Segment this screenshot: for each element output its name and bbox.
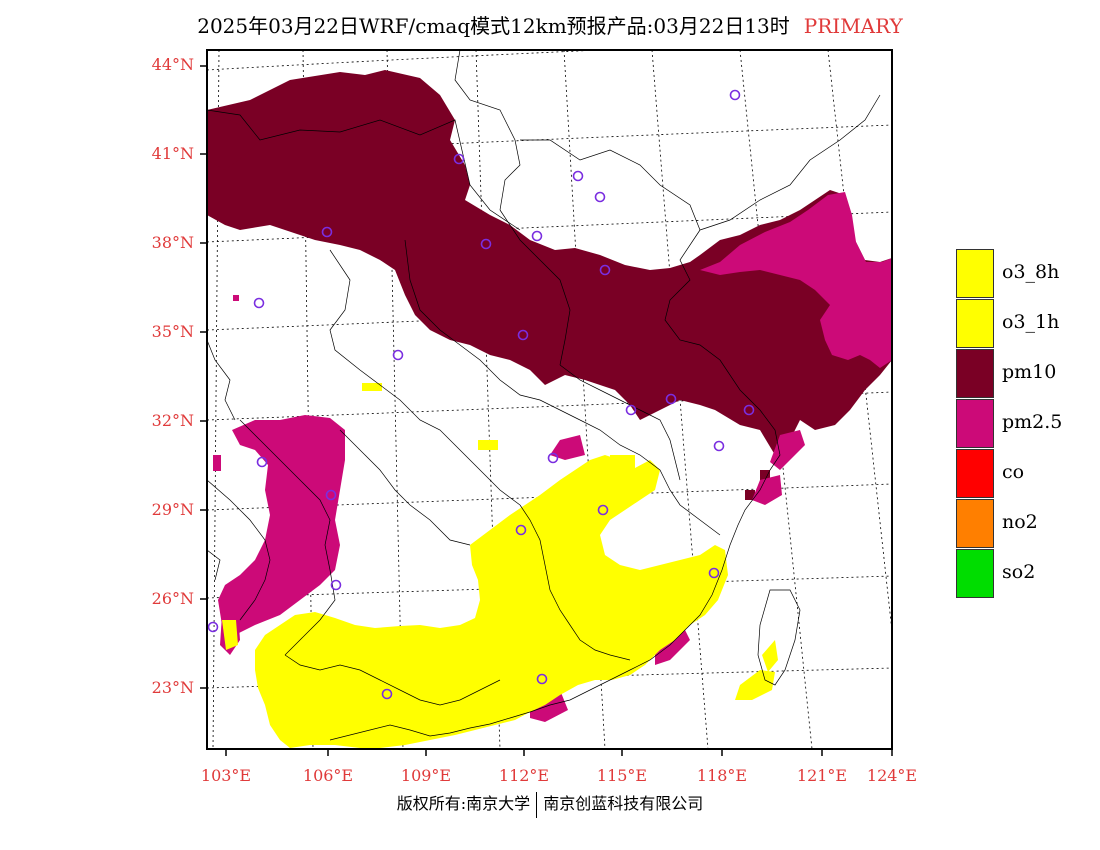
map-title: 2025年03月22日WRF/cmaq模式12km预报产品:03月22日13时 P… [0,10,1100,39]
lat-label-38: 38°N [151,233,194,252]
legend-item-co: co [956,449,1096,499]
legend-label-so2: so2 [1002,561,1036,583]
legend-label-o3-8h: o3_8h [1002,261,1060,283]
lon-label-118: 118°E [696,766,748,785]
copyright-left: 版权所有:南京大学 [396,794,531,813]
legend-swatch-o3-1h [956,299,994,348]
legend-item-o3-1h: o3_1h [956,299,1096,349]
copyright-notice: 版权所有:南京大学 南京创蓝科技有限公司 [0,790,1100,818]
legend-item-o3-8h: o3_8h [956,249,1096,299]
lon-label-103: 103°E [200,766,252,785]
lat-label-41: 41°N [151,144,194,163]
legend-swatch-pm2-5 [956,399,994,448]
lon-label-112: 112°E [498,766,550,785]
title-primary-tag: PRIMARY [803,14,903,38]
lon-label-109: 109°E [400,766,452,785]
legend-item-so2: so2 [956,549,1096,599]
lat-label-26: 26°N [151,589,194,608]
legend-swatch-no2 [956,499,994,548]
legend-label-pm10: pm10 [1002,361,1057,383]
lat-label-32: 32°N [151,411,194,430]
title-main: 2025年03月22日WRF/cmaq模式12km预报产品:03月22日13时 [197,14,790,38]
legend-label-pm2-5: pm2.5 [1002,411,1063,433]
legend-swatch-o3-8h [956,249,994,298]
legend-swatch-pm10 [956,349,994,398]
lon-label-124: 124°E [866,766,918,785]
lon-label-106: 106°E [302,766,354,785]
lon-label-121: 121°E [796,766,848,785]
legend-item-no2: no2 [956,499,1096,549]
axis-ticks [200,65,893,756]
legend-swatch-so2 [956,549,994,598]
station-markers [207,89,755,700]
lon-label-115: 115°E [596,766,648,785]
lat-label-29: 29°N [151,500,194,519]
copyright-separator [536,791,538,818]
lat-label-35: 35°N [151,322,194,341]
province-boundaries [207,50,881,741]
legend-item-pm2-5: pm2.5 [956,399,1096,449]
map-frame [206,49,893,750]
legend-label-o3-1h: o3_1h [1002,311,1060,333]
pollutant-legend: o3_8h o3_1h pm10 pm2.5 co no2 so2 [956,249,1096,599]
legend-label-no2: no2 [1002,511,1038,533]
legend-item-pm10: pm10 [956,349,1096,399]
legend-label-co: co [1002,461,1025,483]
o3-region [222,383,778,748]
legend-swatch-co [956,449,994,498]
lat-label-44: 44°N [151,55,194,74]
lat-label-23: 23°N [151,678,194,697]
copyright-right: 南京创蓝科技有限公司 [543,794,704,813]
